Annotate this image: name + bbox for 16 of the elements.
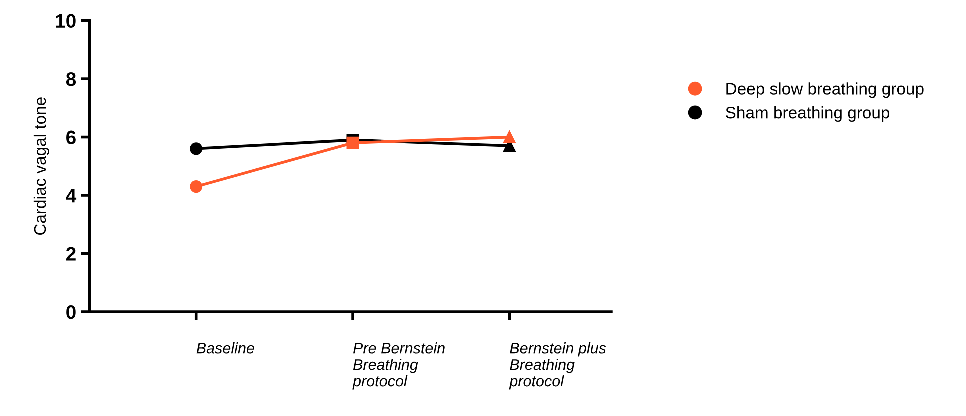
point [190,180,203,194]
y-tick-label: 4 [66,189,77,203]
x-tick-label: Baseline [196,342,254,354]
point [190,142,203,156]
point [503,131,516,144]
x-tick-label: Bernstein plus Breathing protocol [509,342,606,390]
legend-label: Deep slow breathing group [726,82,924,98]
y-axis-title: Cardiac vagal tone [34,98,50,236]
point [346,136,360,150]
y-tick-label: 10 [56,14,76,28]
y-tick-label: 6 [66,130,76,145]
y-tick-label: 8 [66,72,76,86]
x-tick-label: Pre Bernstein Breathing protocol [352,342,445,390]
y-tick-label: 0 [66,305,76,320]
y-tick-label: 2 [66,247,76,261]
legend-label: Sham breathing group [726,106,890,122]
